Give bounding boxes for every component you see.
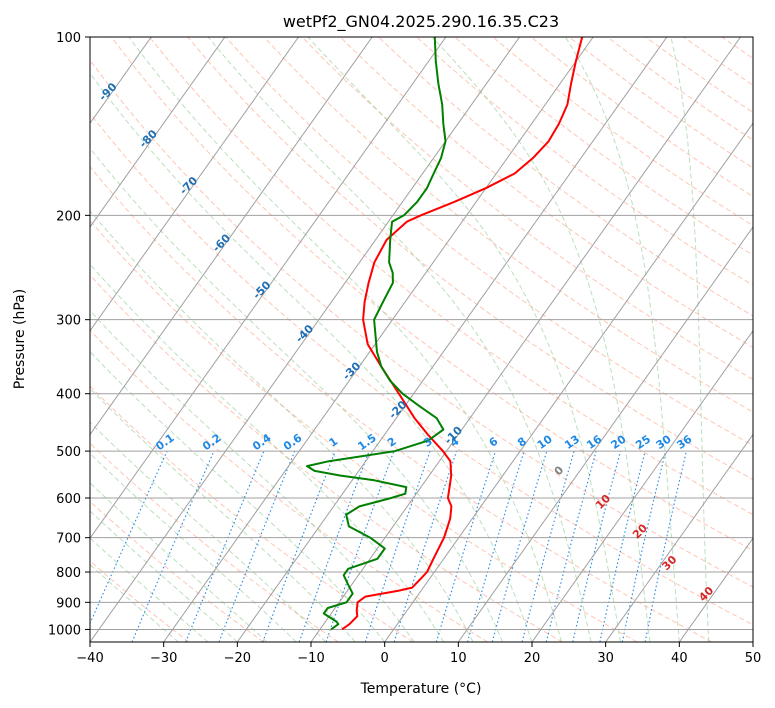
x-tick-label: 0 bbox=[381, 651, 389, 666]
mixing-ratio-line bbox=[545, 450, 597, 642]
dry-adiabat bbox=[90, 385, 414, 642]
dry-adiabat bbox=[90, 329, 488, 642]
moist-adiabat bbox=[90, 387, 356, 642]
y-tick-label: 700 bbox=[56, 532, 81, 547]
isotherm bbox=[531, 329, 753, 642]
moist-adiabat bbox=[431, 37, 651, 642]
y-axis-label: Pressure (hPa) bbox=[12, 289, 28, 389]
dry-adiabat bbox=[149, 37, 753, 516]
mixing-ratio-line bbox=[466, 450, 525, 642]
profile-lines bbox=[306, 37, 584, 631]
moist-adiabat bbox=[90, 351, 386, 642]
x-axis-label: Temperature (°C) bbox=[360, 681, 482, 697]
dry-adiabat bbox=[90, 59, 753, 588]
y-tick-label: 100 bbox=[56, 31, 81, 46]
isotherm bbox=[678, 537, 753, 642]
x-tick-label: 30 bbox=[597, 651, 614, 666]
mixing-ratio-line bbox=[599, 450, 646, 642]
mixing-ratio-line bbox=[364, 450, 431, 642]
dry-adiabat bbox=[90, 219, 638, 642]
dry-adiabat bbox=[90, 274, 563, 642]
mixing-ratio-line bbox=[298, 450, 370, 642]
x-axis-ticks: −40 −30 −20 −10 0 10 20 30 40 50 bbox=[76, 642, 761, 666]
pressure-gridlines bbox=[90, 37, 753, 630]
dry-adiabat bbox=[760, 37, 775, 642]
y-tick-label: 1000 bbox=[48, 623, 81, 638]
isotherm bbox=[0, 37, 4, 642]
chart-title: wetPf2_GN04.2025.290.16.35.C23 bbox=[283, 12, 559, 32]
isotherm bbox=[163, 37, 594, 642]
isotherm bbox=[236, 37, 668, 642]
mixing-ratio-line bbox=[621, 450, 667, 642]
isotherm bbox=[90, 37, 299, 332]
y-tick-label: 200 bbox=[56, 209, 81, 224]
x-tick-label: −40 bbox=[76, 651, 103, 666]
y-tick-label: 400 bbox=[56, 388, 81, 403]
moist-adiabat bbox=[90, 421, 327, 642]
moist-adiabat bbox=[90, 563, 179, 642]
y-tick-label: 300 bbox=[56, 314, 81, 329]
y-tick-label: 800 bbox=[56, 566, 81, 581]
isotherm bbox=[90, 37, 447, 540]
mixing-ratio-line bbox=[90, 450, 168, 625]
x-tick-label: 50 bbox=[745, 651, 762, 666]
moist-adiabat bbox=[565, 37, 680, 642]
isotherm bbox=[90, 37, 373, 436]
mixing-ratio-line bbox=[185, 450, 265, 642]
isotherm bbox=[605, 433, 753, 642]
dewpoint-profile bbox=[306, 37, 447, 631]
moist-adiabat bbox=[307, 37, 621, 642]
mixing-ratio-line bbox=[435, 450, 497, 642]
dry-adiabat bbox=[301, 37, 753, 381]
plot-frame bbox=[89, 36, 754, 643]
x-tick-label: 40 bbox=[671, 651, 688, 666]
moist-adiabat bbox=[90, 147, 503, 642]
moist-adiabats bbox=[90, 37, 710, 642]
y-axis-ticks: 100 200 300 400 500 600 700 800 900 1000 bbox=[48, 31, 90, 638]
moist-adiabat bbox=[670, 37, 710, 642]
x-tick-label: 20 bbox=[524, 651, 541, 666]
isotherm bbox=[90, 37, 226, 228]
y-tick-label: 600 bbox=[56, 492, 81, 507]
dry-adiabat bbox=[90, 112, 753, 626]
plot-background bbox=[90, 37, 753, 642]
dry-adiabat bbox=[263, 37, 753, 413]
isotherm bbox=[752, 641, 753, 642]
moist-adiabat bbox=[90, 210, 474, 642]
moist-adiabat bbox=[207, 37, 592, 642]
isotherm bbox=[310, 37, 741, 642]
x-tick-label: −10 bbox=[297, 651, 324, 666]
isotherm bbox=[384, 122, 753, 642]
x-tick-label: −30 bbox=[150, 651, 177, 666]
mixing-ratio-line bbox=[325, 450, 395, 642]
isotherm bbox=[90, 37, 520, 642]
moist-adiabat bbox=[90, 72, 533, 642]
y-tick-label: 900 bbox=[56, 596, 81, 611]
mixing-ratio-line bbox=[521, 450, 575, 642]
isotherm bbox=[457, 226, 753, 642]
mixing-ratio-line bbox=[572, 450, 622, 642]
temperature-profile bbox=[341, 37, 584, 631]
dry-adiabats bbox=[90, 37, 775, 642]
mixing-ratio-line bbox=[218, 450, 296, 642]
isotherms bbox=[0, 37, 753, 642]
dry-adiabat bbox=[416, 37, 753, 286]
isotherm-label: -100 bbox=[43, 44, 72, 73]
x-tick-label: 10 bbox=[450, 651, 467, 666]
moist-adiabat bbox=[90, 537, 209, 642]
moist-adiabat bbox=[128, 37, 562, 642]
mixing-ratio-line bbox=[262, 450, 336, 642]
dry-adiabat bbox=[90, 560, 190, 642]
moist-adiabat bbox=[90, 263, 445, 642]
y-tick-label: 500 bbox=[56, 445, 81, 460]
x-tick-label: −20 bbox=[224, 651, 251, 666]
